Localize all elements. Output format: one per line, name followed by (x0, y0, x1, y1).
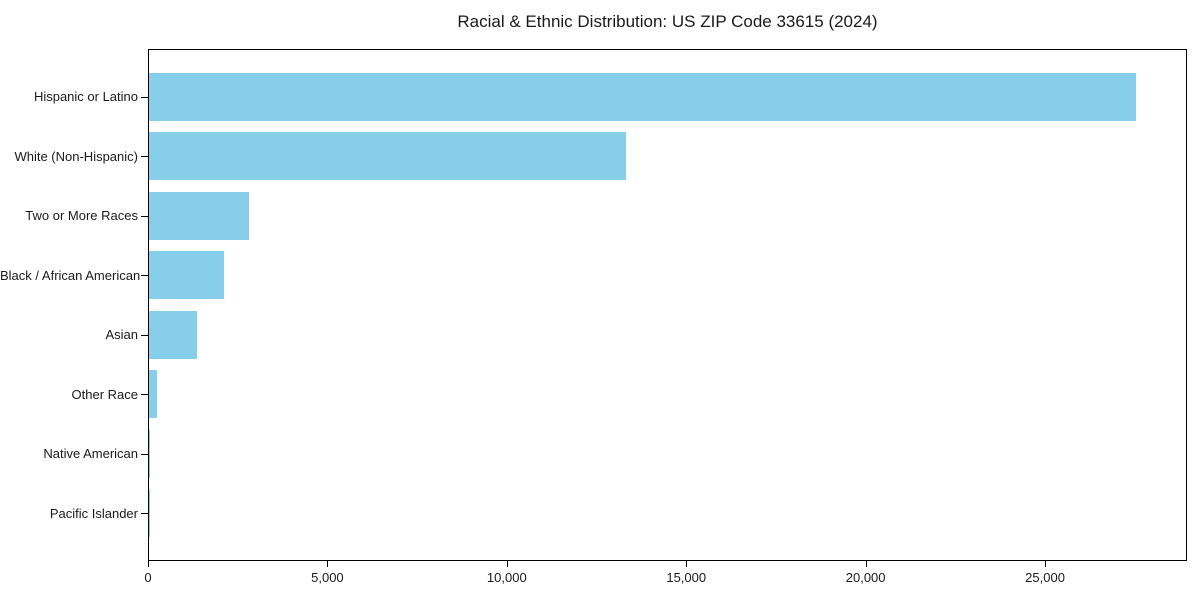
x-axis-tick (686, 561, 688, 567)
y-axis-tick (141, 394, 148, 396)
y-axis-tick (141, 334, 148, 336)
x-axis-label-10-000: 10,000 (486, 570, 527, 585)
x-axis-tick (506, 561, 508, 567)
y-axis-tick (141, 275, 148, 277)
x-axis-tick (148, 561, 149, 567)
y-axis-tick (141, 96, 148, 98)
bar-hispanic-or-latino (149, 72, 1136, 121)
y-axis-label-asian: Asian (105, 327, 138, 343)
chart-title: Racial & Ethnic Distribution: US ZIP Cod… (457, 12, 878, 31)
y-axis-label-native-american: Native American (43, 446, 138, 462)
y-axis-label-hispanic-or-latino: Hispanic or Latino (33, 89, 138, 105)
y-axis-label-black-african-american: Black / African American (0, 267, 141, 283)
y-axis-tick (141, 215, 148, 217)
bar-black-african-american (149, 251, 225, 300)
y-axis-tick (141, 513, 148, 515)
x-axis-label-25-000: 25,000 (1025, 570, 1065, 585)
y-axis-tick (141, 453, 148, 455)
y-axis-label-other-race: Other Race (71, 386, 138, 402)
x-axis-label-5-000: 5,000 (311, 570, 344, 585)
x-axis-label-20-000: 20,000 (845, 570, 886, 585)
bar-white-non-hispanic (149, 132, 627, 181)
bar-asian (149, 310, 197, 359)
x-axis-label-0: 0 (144, 570, 152, 585)
y-axis-label-pacific-islander: Pacific Islander (49, 505, 138, 521)
plot-area (148, 49, 1187, 561)
x-axis-tick (865, 561, 867, 567)
bar-other-race (149, 370, 157, 419)
y-axis-tick (141, 156, 148, 158)
y-axis-label-two-or-more-races: Two or More Races (25, 208, 138, 224)
bar-two-or-more-races (149, 191, 250, 240)
x-axis-label-15-000: 15,000 (666, 570, 707, 585)
y-axis-label-white-non-hispanic: White (Non-Hispanic) (14, 148, 138, 164)
x-axis-tick (1045, 561, 1047, 567)
x-axis-tick (327, 561, 329, 567)
bar-native-american (149, 429, 151, 478)
